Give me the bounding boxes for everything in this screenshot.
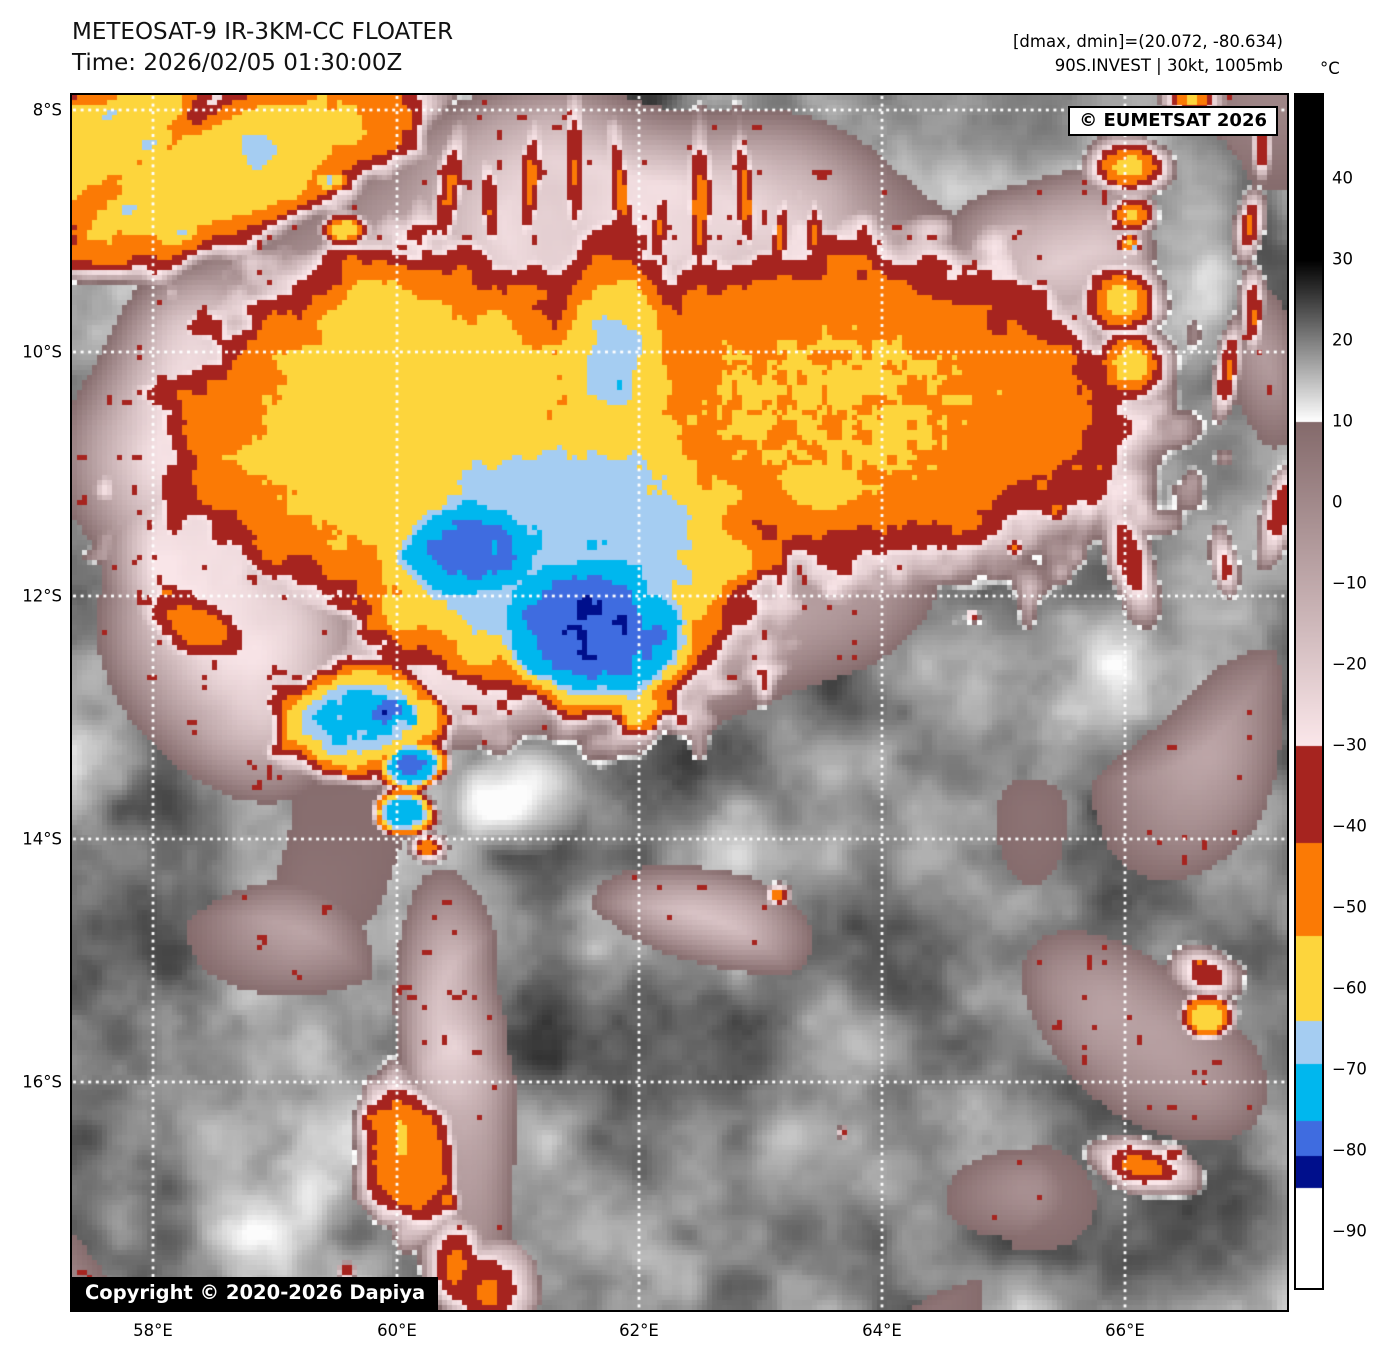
colorbar-unit-label: °C xyxy=(1320,59,1340,78)
colorbar-tick-label: −80 xyxy=(1332,1140,1367,1160)
lon-tick-label: 60°E xyxy=(377,1321,417,1340)
info-dmax-dmin: [dmax, dmin]=(20.072, -80.634) xyxy=(1013,32,1283,51)
lat-tick-label: 12°S xyxy=(22,586,62,606)
colorbar-tick-label: −10 xyxy=(1332,573,1367,593)
colorbar-tick-label: 10 xyxy=(1332,411,1353,431)
colorbar-tick-label: 40 xyxy=(1332,168,1353,188)
lon-tick-label: 64°E xyxy=(862,1321,902,1340)
lon-tick-label: 66°E xyxy=(1105,1321,1145,1340)
colorbar-tick-label: −40 xyxy=(1332,816,1367,836)
lat-tick-label: 10°S xyxy=(22,342,62,362)
info-storm-status: 90S.INVEST | 30kt, 1005mb xyxy=(1054,56,1283,75)
page-title: METEOSAT-9 IR-3KM-CC FLOATER Time: 2026/… xyxy=(72,17,453,79)
lat-tick-label: 14°S xyxy=(22,829,62,849)
colorbar-tick-label: 20 xyxy=(1332,330,1353,350)
colorbar-tick-label: 30 xyxy=(1332,249,1353,269)
colorbar-canvas xyxy=(1296,95,1322,1288)
lon-tick-label: 58°E xyxy=(133,1321,173,1340)
lat-tick-label: 16°S xyxy=(22,1072,62,1092)
colorbar-tick-label: 0 xyxy=(1332,492,1343,512)
copyright-badge: Copyright © 2020-2026 Dapiya xyxy=(72,1277,439,1310)
lon-tick-label: 62°E xyxy=(619,1321,659,1340)
lat-tick-label: 8°S xyxy=(32,100,62,120)
colorbar-tick-label: −60 xyxy=(1332,978,1367,998)
title-line1: METEOSAT-9 IR-3KM-CC FLOATER xyxy=(72,19,454,45)
info-block: [dmax, dmin]=(20.072, -80.634) 90S.INVES… xyxy=(1013,30,1283,78)
satellite-map: © EUMETSAT 2026 Copyright © 2020-2026 Da… xyxy=(70,93,1289,1312)
colorbar xyxy=(1294,93,1324,1290)
colorbar-tick-label: −50 xyxy=(1332,897,1367,917)
colorbar-tick-label: −70 xyxy=(1332,1059,1367,1079)
colorbar-tick-label: −30 xyxy=(1332,735,1367,755)
colorbar-tick-label: −20 xyxy=(1332,654,1367,674)
title-line2: Time: 2026/02/05 01:30:00Z xyxy=(72,50,403,76)
provider-badge: © EUMETSAT 2026 xyxy=(1068,106,1278,136)
satellite-image-canvas xyxy=(72,95,1287,1310)
colorbar-tick-label: −90 xyxy=(1332,1221,1367,1241)
